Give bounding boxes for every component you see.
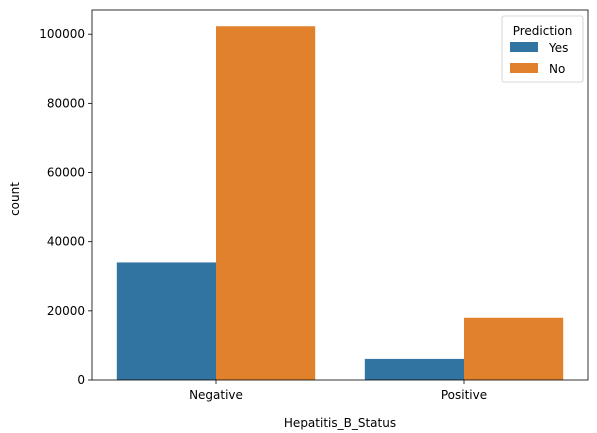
plot-area: 0 20000 40000 60000 80000 100000 Negative Posi…: [39, 9, 589, 402]
x-tick-label: Negative: [189, 388, 243, 402]
y-axis: 0 20000 40000 60000 80000 100000: [39, 27, 92, 387]
y-tick-label: 80000: [47, 96, 85, 110]
bar-positive-yes: [364, 358, 464, 380]
legend-swatch-no: [510, 63, 538, 73]
bars: [116, 26, 564, 380]
bar-negative-no: [216, 26, 316, 380]
legend-label-no: No: [549, 62, 565, 76]
x-tick-label: Positive: [441, 388, 487, 402]
y-tick-label: 100000: [39, 27, 85, 41]
bar-negative-yes: [116, 262, 216, 380]
y-axis-label: count: [8, 182, 22, 216]
y-tick-label: 60000: [47, 166, 85, 180]
x-axis: Negative Positive: [189, 380, 487, 402]
legend-label-yes: Yes: [548, 41, 568, 55]
x-axis-label: Hepatitis_B_Status: [284, 416, 396, 430]
legend: Prediction Yes No: [501, 15, 584, 83]
legend-swatch-yes: [510, 42, 538, 52]
y-tick-label: 20000: [47, 304, 85, 318]
y-tick-label: 40000: [47, 235, 85, 249]
y-tick-label: 0: [77, 373, 85, 387]
bar-positive-no: [464, 317, 564, 380]
legend-title: Prediction: [513, 24, 573, 38]
plot-frame: [91, 9, 589, 381]
